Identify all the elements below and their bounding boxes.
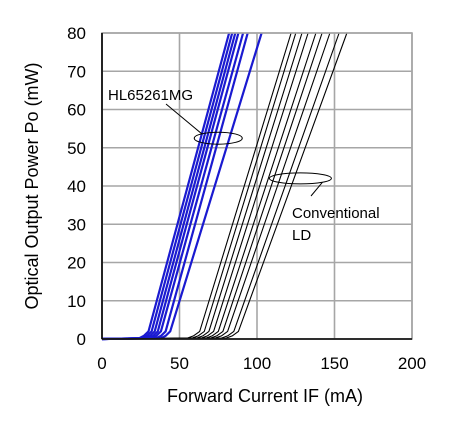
y-tick-label: 60	[67, 101, 86, 120]
annotation-leader	[310, 182, 323, 197]
x-axis-title: Forward Current IF (mA)	[167, 386, 363, 406]
y-tick-label: 70	[67, 62, 86, 81]
x-tick-label: 200	[398, 354, 426, 373]
y-tick-label: 20	[67, 254, 86, 273]
x-tick-label: 0	[97, 354, 106, 373]
x-tick-label: 150	[320, 354, 348, 373]
x-tick-label: 100	[243, 354, 271, 373]
annotation-label: HL65261MG	[108, 87, 193, 104]
y-tick-label: 50	[67, 139, 86, 158]
grid	[101, 32, 413, 340]
annotation-ellipse	[193, 131, 243, 145]
y-tick-label: 0	[77, 330, 86, 349]
y-tick-label: 30	[67, 215, 86, 234]
tick-labels: 0 50 100 150 200 0 10 20 30 40 50 60 70 80	[67, 24, 426, 373]
x-tick-label: 50	[170, 354, 189, 373]
annotation-label: LD	[292, 227, 311, 244]
y-axis-title: Optical Output Power Po (mW)	[22, 62, 42, 309]
y-tick-label: 80	[67, 24, 86, 43]
annotations: HL65261MG Conventional LD	[108, 87, 380, 244]
annotation-ellipse	[268, 172, 332, 185]
y-tick-label: 10	[67, 292, 86, 311]
annotation-leader	[165, 103, 203, 135]
y-tick-label: 40	[67, 177, 86, 196]
axes	[101, 32, 413, 340]
annotation-label: Conventional	[292, 205, 380, 222]
